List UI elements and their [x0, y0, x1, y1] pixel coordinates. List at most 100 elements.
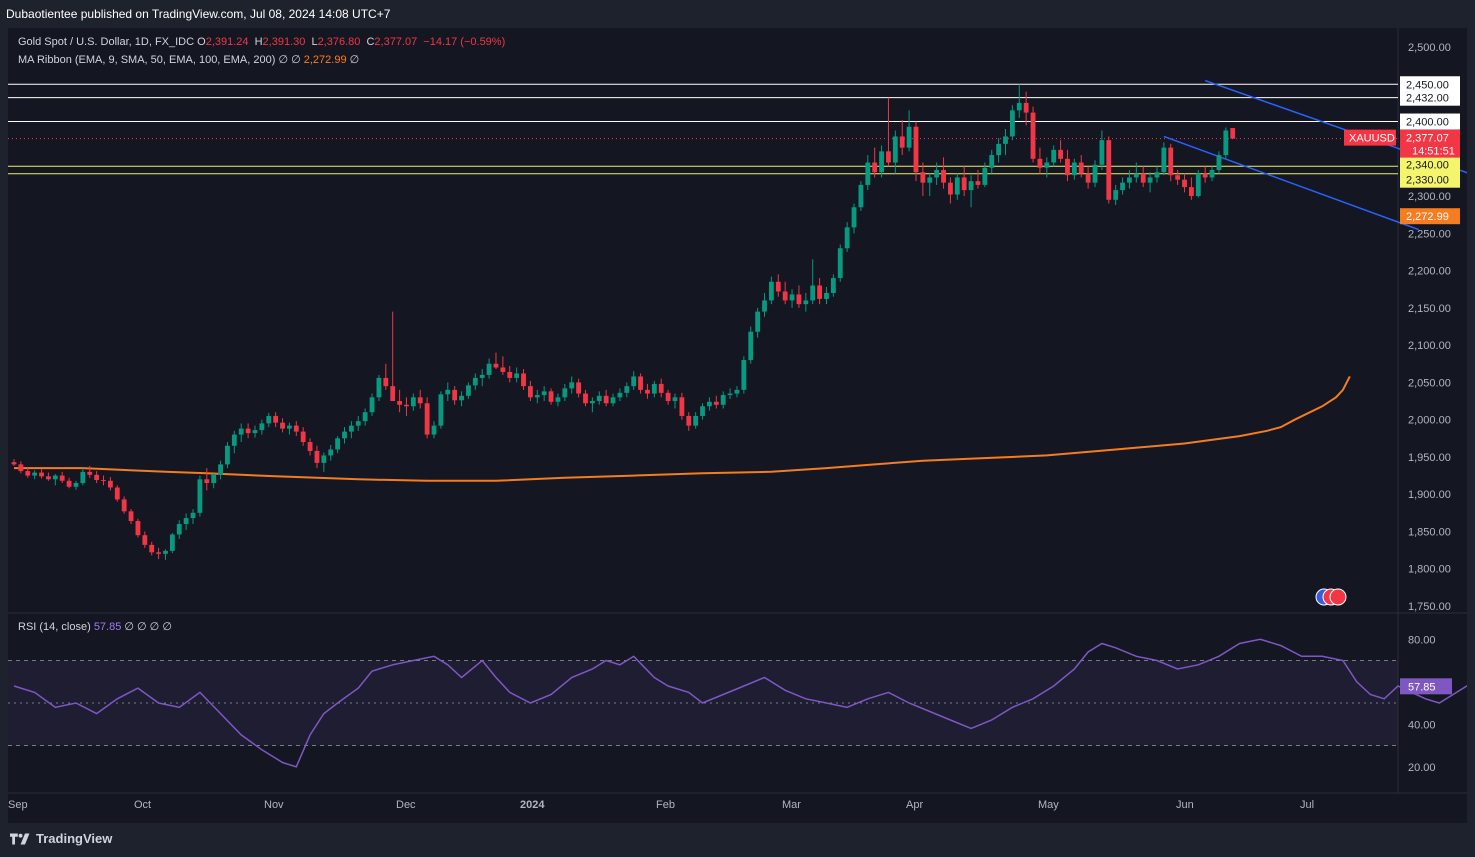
- candle-body: [892, 136, 898, 163]
- candle-body: [135, 521, 141, 536]
- candle-body: [961, 177, 967, 191]
- candle-body: [534, 395, 540, 398]
- candle-body: [404, 404, 409, 407]
- candle-body: [1003, 136, 1008, 144]
- candle-body: [121, 499, 127, 512]
- time-tick-label: Sep: [8, 799, 28, 811]
- candle-body: [328, 449, 334, 456]
- candle-body: [631, 376, 637, 387]
- candle-body: [1182, 179, 1187, 188]
- candle-body: [954, 177, 960, 195]
- candle-body: [266, 415, 272, 424]
- candle-body: [665, 392, 671, 402]
- candle-body: [865, 162, 871, 185]
- candle-body: [1223, 130, 1229, 156]
- candle-body: [342, 431, 347, 439]
- candle-body: [1195, 173, 1201, 197]
- candle-body: [934, 169, 940, 178]
- symbol-legend: Gold Spot / U.S. Dollar, 1D, FX_IDC O2,3…: [18, 36, 508, 48]
- candle-body: [1023, 102, 1029, 113]
- last-price-countdown: 14:51:51: [1412, 146, 1455, 158]
- candle-body: [768, 281, 774, 301]
- chart-area[interactable]: 2,500.002,450.002,400.002,350.002,300.00…: [8, 28, 1467, 823]
- candle-body: [782, 291, 788, 301]
- candle-body: [920, 172, 926, 183]
- candle-body: [39, 472, 44, 477]
- candle-body: [190, 512, 196, 519]
- candle-body: [1065, 158, 1070, 176]
- candle-body: [796, 294, 802, 305]
- candle-body: [1140, 173, 1146, 183]
- candle-body: [810, 285, 816, 301]
- candle-body: [837, 248, 843, 279]
- candle-body: [672, 397, 678, 402]
- candle-body: [156, 552, 162, 554]
- time-tick-label: Nov: [264, 799, 284, 811]
- candle-body: [1037, 158, 1043, 168]
- candle-body: [142, 535, 148, 545]
- candle-body: [975, 181, 981, 185]
- candle-body: [18, 464, 24, 472]
- ma-legend: MA Ribbon (EMA, 9, SMA, 50, EMA, 100, EM…: [18, 53, 359, 66]
- time-tick-label: Oct: [134, 799, 151, 811]
- candle-body: [686, 415, 692, 426]
- price-tick-label: 2,000.00: [1408, 415, 1451, 427]
- candle-body: [335, 438, 341, 450]
- ma-value: 2,272.99: [303, 54, 347, 66]
- candle-body: [66, 480, 72, 487]
- candle-body: [245, 428, 251, 434]
- candle-body: [493, 363, 499, 368]
- candle-body: [1147, 177, 1153, 183]
- candle-body: [803, 300, 809, 305]
- candle-body: [789, 294, 795, 301]
- candle-body: [824, 292, 829, 299]
- candle-body: [376, 377, 382, 398]
- price-tick-label: 2,250.00: [1408, 228, 1451, 240]
- candle-body: [459, 395, 464, 401]
- symbol-name[interactable]: Gold Spot / U.S. Dollar, 1D, FX_IDC: [18, 36, 195, 48]
- candle-body: [348, 425, 354, 432]
- candle-body: [369, 397, 375, 413]
- candle-body: [445, 389, 451, 395]
- tradingview-brand[interactable]: TradingView: [10, 831, 112, 846]
- candle-body: [1209, 169, 1215, 178]
- candle-body: [287, 425, 292, 429]
- price-tick-label: 1,950.00: [1408, 452, 1451, 464]
- candle-body: [851, 207, 857, 228]
- chart-svg[interactable]: 2,500.002,450.002,400.002,350.002,300.00…: [8, 28, 1467, 823]
- candle-body: [114, 487, 120, 500]
- candle-body: [899, 136, 905, 148]
- rsi-label[interactable]: RSI (14, close): [18, 621, 91, 633]
- candle-body: [300, 431, 306, 443]
- candle-body: [562, 388, 568, 398]
- candle-body: [410, 397, 416, 407]
- candle-body: [1120, 182, 1125, 191]
- candle-body: [968, 181, 974, 191]
- candle-body: [1009, 110, 1015, 137]
- candle-body: [596, 395, 602, 402]
- rsi-tick-label: 40.00: [1408, 719, 1436, 731]
- ma-ribbon-label[interactable]: MA Ribbon (EMA, 9, SMA, 50, EMA, 100, EM…: [18, 54, 276, 66]
- price-tick-label: 2,300.00: [1408, 191, 1451, 203]
- level-axis-label: 2,340.00: [1406, 159, 1449, 171]
- candle-body: [252, 430, 258, 434]
- candle-body: [52, 475, 58, 480]
- time-tick-label: May: [1038, 799, 1059, 811]
- price-tick-label: 1,750.00: [1408, 601, 1451, 613]
- candle-body: [149, 544, 155, 553]
- candle-body: [94, 474, 100, 481]
- candle-body: [218, 464, 223, 475]
- candle-body: [555, 397, 561, 402]
- level-axis-label-bg: [1400, 171, 1460, 188]
- publish-caption: Dubaotientee published on TradingView.co…: [6, 7, 391, 21]
- candle-body: [1078, 162, 1084, 174]
- candle-body: [211, 474, 217, 484]
- candle-body: [163, 550, 168, 554]
- candle-body: [617, 392, 623, 398]
- candle-body: [830, 278, 836, 293]
- candle-body: [383, 377, 389, 387]
- candle-body: [1030, 112, 1036, 159]
- level-axis-label: 2,330.00: [1406, 175, 1449, 187]
- time-tick-label: Mar: [782, 799, 801, 811]
- candle-body: [762, 300, 767, 312]
